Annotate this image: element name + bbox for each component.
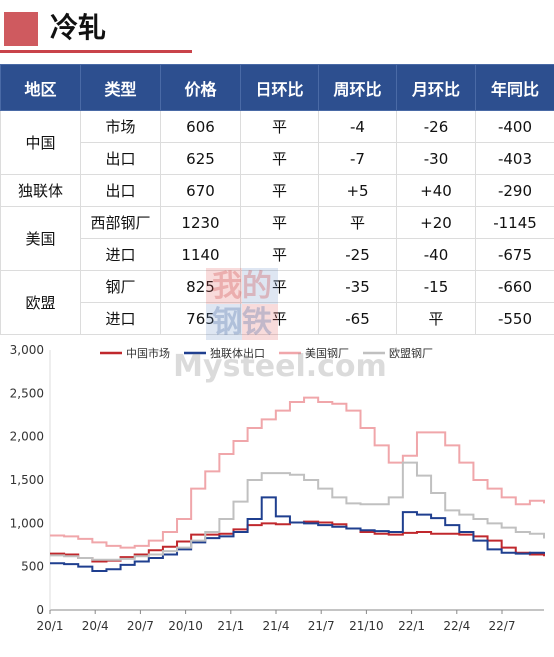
legend-label-2: 美国钢厂 bbox=[305, 347, 349, 360]
week-change-cell: 平 bbox=[318, 206, 397, 239]
year-change-cell: -660 bbox=[475, 270, 554, 303]
table-row: 进口 765 平 -65 平 -550 bbox=[1, 302, 554, 335]
y-tick-label: 1,500 bbox=[10, 473, 44, 487]
region-cell: 独联体 bbox=[0, 174, 81, 207]
page-title: 冷轧 bbox=[50, 11, 107, 44]
week-change-cell: -65 bbox=[318, 302, 397, 335]
price-table: 地区 类型 价格 日环比 周环比 月环比 年同比 中国 市场 606 平 -4 … bbox=[0, 64, 554, 335]
type-cell: 进口 bbox=[80, 302, 161, 335]
table-row: 进口 1140 平 -25 -40 -675 bbox=[1, 238, 554, 271]
y-tick-label: 3,000 bbox=[10, 343, 44, 357]
x-tick-label: 21/7 bbox=[308, 619, 335, 633]
region-cell: 欧盟 bbox=[0, 270, 81, 335]
month-change-cell: +20 bbox=[396, 206, 476, 239]
price-cell: 825 bbox=[160, 270, 241, 303]
month-change-cell: -15 bbox=[396, 270, 476, 303]
region-cell: 美国 bbox=[0, 206, 81, 271]
week-change-cell: -25 bbox=[318, 238, 397, 271]
legend-label-1: 独联体出口 bbox=[210, 346, 265, 360]
x-tick-label: 20/4 bbox=[82, 619, 109, 633]
year-change-cell: -1145 bbox=[475, 206, 554, 239]
x-tick-label: 21/10 bbox=[349, 619, 384, 633]
x-tick-label: 22/4 bbox=[443, 619, 470, 633]
y-tick-label: 500 bbox=[21, 560, 44, 574]
month-change-cell: -30 bbox=[396, 142, 476, 175]
type-cell: 市场 bbox=[80, 110, 161, 143]
type-cell: 钢厂 bbox=[80, 270, 161, 303]
chart-svg: 0 500 1,000 1,500 2,000 2,500 3,000 20/1 20/4 20/… bbox=[10, 343, 545, 633]
type-cell: 进口 bbox=[80, 238, 161, 271]
col-header-region: 地区 bbox=[0, 64, 81, 111]
x-tick-label: 22/7 bbox=[489, 619, 516, 633]
series-line-3 bbox=[50, 461, 545, 561]
region-cell: 中国 bbox=[0, 110, 81, 175]
week-change-cell: -4 bbox=[318, 110, 397, 143]
table-header-row: 地区 类型 价格 日环比 周环比 月环比 年同比 bbox=[0, 64, 554, 111]
table-row: 出口 625 平 -7 -30 -403 bbox=[1, 142, 554, 175]
year-change-cell: -675 bbox=[475, 238, 554, 271]
day-change-cell: 平 bbox=[240, 270, 319, 303]
type-cell: 出口 bbox=[80, 142, 161, 175]
y-tick-label: 0 bbox=[36, 603, 44, 617]
week-change-cell: -7 bbox=[318, 142, 397, 175]
title-underline bbox=[0, 50, 192, 53]
day-change-cell: 平 bbox=[240, 302, 319, 335]
price-cell: 606 bbox=[160, 110, 241, 143]
month-change-cell: -40 bbox=[396, 238, 476, 271]
title-marker-square bbox=[4, 12, 38, 46]
y-tick-label: 2,000 bbox=[10, 430, 44, 444]
day-change-cell: 平 bbox=[240, 238, 319, 271]
day-change-cell: 平 bbox=[240, 174, 319, 207]
month-change-cell: -26 bbox=[396, 110, 476, 143]
year-change-cell: -550 bbox=[475, 302, 554, 335]
table-row: 欧盟 钢厂 825 平 -35 -15 -660 bbox=[0, 270, 554, 335]
series-line-1 bbox=[50, 496, 545, 572]
x-tick-label: 21/1 bbox=[217, 619, 244, 633]
col-header-year: 年同比 bbox=[475, 64, 554, 111]
price-cell: 625 bbox=[160, 142, 241, 175]
x-tick-label: 20/1 bbox=[37, 619, 64, 633]
y-tick-label: 2,500 bbox=[10, 386, 44, 400]
year-change-cell: -290 bbox=[475, 174, 554, 207]
price-cell: 765 bbox=[160, 302, 241, 335]
week-change-cell: +5 bbox=[318, 174, 397, 207]
col-header-type: 类型 bbox=[80, 64, 161, 111]
x-tick-label: 20/10 bbox=[168, 619, 203, 633]
day-change-cell: 平 bbox=[240, 110, 319, 143]
col-header-day: 日环比 bbox=[240, 64, 319, 111]
price-cell: 1230 bbox=[160, 206, 241, 239]
year-change-cell: -403 bbox=[475, 142, 554, 175]
table-row: 独联体 出口 670 平 +5 +40 -290 bbox=[0, 174, 554, 207]
y-tick-label: 1,000 bbox=[10, 516, 44, 530]
table-row: 美国 西部钢厂 1230 平 平 +20 -1145 bbox=[0, 206, 554, 271]
week-change-cell: -35 bbox=[318, 270, 397, 303]
type-cell: 西部钢厂 bbox=[80, 206, 161, 239]
type-cell: 出口 bbox=[80, 174, 161, 207]
price-cell: 1140 bbox=[160, 238, 241, 271]
table-row: 中国 市场 606 平 -4 -26 -400 bbox=[0, 110, 554, 175]
x-tick-label: 20/7 bbox=[127, 619, 154, 633]
year-change-cell: -400 bbox=[475, 110, 554, 143]
col-header-price: 价格 bbox=[160, 64, 241, 111]
price-trend-chart: 0 500 1,000 1,500 2,000 2,500 3,000 20/1 20/4 20/… bbox=[0, 334, 554, 657]
month-change-cell: +40 bbox=[396, 174, 476, 207]
day-change-cell: 平 bbox=[240, 142, 319, 175]
col-header-month: 月环比 bbox=[396, 64, 476, 111]
series-line-2 bbox=[50, 396, 545, 549]
legend-label-0: 中国市场 bbox=[126, 346, 170, 360]
page-header: 冷轧 bbox=[0, 0, 554, 58]
price-cell: 670 bbox=[160, 174, 241, 207]
month-change-cell: 平 bbox=[396, 302, 476, 335]
day-change-cell: 平 bbox=[240, 206, 319, 239]
series-line-0 bbox=[50, 520, 545, 563]
x-tick-label: 21/4 bbox=[263, 619, 290, 633]
legend-label-3: 欧盟钢厂 bbox=[389, 347, 433, 360]
col-header-week: 周环比 bbox=[318, 64, 397, 111]
x-tick-label: 22/1 bbox=[398, 619, 425, 633]
